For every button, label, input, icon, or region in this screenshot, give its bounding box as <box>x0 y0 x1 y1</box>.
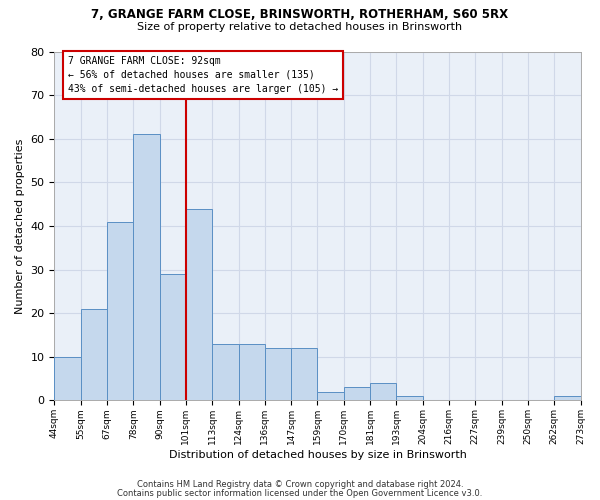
Text: Contains HM Land Registry data © Crown copyright and database right 2024.: Contains HM Land Registry data © Crown c… <box>137 480 463 489</box>
Bar <box>554 396 581 400</box>
Bar <box>212 344 239 400</box>
Bar <box>107 222 133 400</box>
Bar <box>133 134 160 400</box>
Bar <box>160 274 186 400</box>
Bar <box>291 348 317 401</box>
Bar <box>81 309 107 400</box>
Text: 7 GRANGE FARM CLOSE: 92sqm
← 56% of detached houses are smaller (135)
43% of sem: 7 GRANGE FARM CLOSE: 92sqm ← 56% of deta… <box>68 56 338 94</box>
Bar <box>397 396 422 400</box>
Text: Size of property relative to detached houses in Brinsworth: Size of property relative to detached ho… <box>137 22 463 32</box>
Y-axis label: Number of detached properties: Number of detached properties <box>15 138 25 314</box>
X-axis label: Distribution of detached houses by size in Brinsworth: Distribution of detached houses by size … <box>169 450 466 460</box>
Bar <box>186 208 212 400</box>
Bar <box>317 392 344 400</box>
Text: Contains public sector information licensed under the Open Government Licence v3: Contains public sector information licen… <box>118 488 482 498</box>
Bar <box>55 357 81 401</box>
Text: 7, GRANGE FARM CLOSE, BRINSWORTH, ROTHERHAM, S60 5RX: 7, GRANGE FARM CLOSE, BRINSWORTH, ROTHER… <box>91 8 509 20</box>
Bar <box>239 344 265 400</box>
Bar <box>370 383 397 400</box>
Bar <box>265 348 291 401</box>
Bar <box>344 388 370 400</box>
